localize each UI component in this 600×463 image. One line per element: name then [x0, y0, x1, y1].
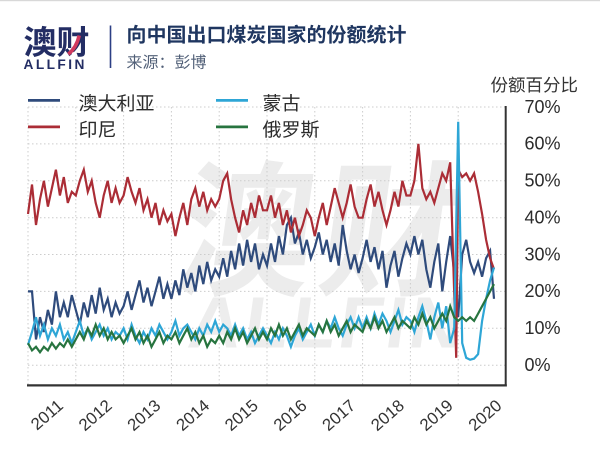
- svg-text:40%: 40%: [525, 208, 561, 228]
- svg-text:30%: 30%: [525, 244, 561, 264]
- svg-text:50%: 50%: [525, 171, 561, 191]
- svg-text:ALLFIN: ALLFIN: [24, 57, 87, 72]
- svg-text:20%: 20%: [525, 281, 561, 301]
- svg-text:10%: 10%: [525, 318, 561, 338]
- svg-text:0%: 0%: [525, 355, 551, 375]
- svg-text:60%: 60%: [525, 134, 561, 154]
- svg-text:70%: 70%: [525, 97, 561, 117]
